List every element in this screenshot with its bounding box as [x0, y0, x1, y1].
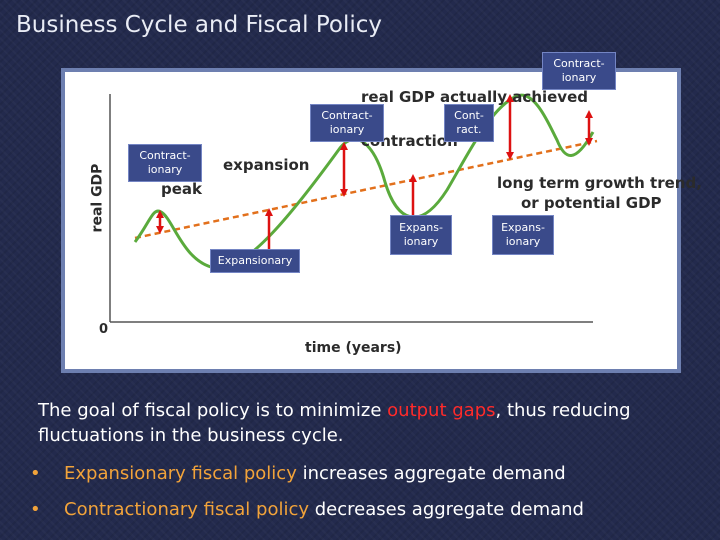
slide-title: Business Cycle and Fiscal Policy — [16, 12, 383, 38]
trend-line — [134, 139, 598, 240]
trend-label-line1: long term growth trend, — [497, 174, 702, 192]
diagram-canvas — [109, 93, 598, 323]
label-expansionary-right: Expans- ionary — [492, 215, 554, 255]
bullet-contractionary: • Contractionary fiscal policy decreases… — [30, 492, 690, 528]
contraction-label: contraction — [361, 132, 458, 150]
bullet-text: decreases aggregate demand — [309, 499, 584, 520]
bullet-marker: • — [30, 499, 41, 520]
label-contractionary-left: Contract- ionary — [128, 144, 202, 182]
actual-gdp-label: real GDP actually achieved — [361, 88, 588, 106]
bullet-text: increases aggregate demand — [296, 463, 566, 484]
goal-text-pre: The goal of fiscal policy is to minimize — [38, 400, 388, 421]
policy-bullet-list: • Expansionary fiscal policy increases a… — [30, 456, 690, 528]
trend-label-line2: or potential GDP — [521, 194, 662, 212]
peak-label: peak — [161, 180, 203, 198]
label-expansionary-low: Expansionary — [210, 249, 300, 273]
x-axis-label: time (years) — [305, 340, 402, 356]
goal-statement: The goal of fiscal policy is to minimize… — [38, 398, 678, 448]
goal-text-post: , thus reducing fluctuations in the busi… — [38, 400, 631, 446]
origin-label: 0 — [99, 322, 109, 337]
label-expansionary-mid: Expans- ionary — [390, 215, 452, 255]
bullet-highlight: Expansionary fiscal policy — [64, 463, 297, 484]
gdp-curve — [133, 93, 595, 270]
goal-text-highlight: output gaps — [387, 400, 496, 421]
label-contractionary-top: Contract- ionary — [542, 52, 616, 90]
label-contractionary-mid: Contract- ionary — [310, 104, 384, 142]
bullet-marker: • — [30, 463, 41, 484]
label-contract-short: Cont- ract. — [444, 104, 494, 142]
y-axis-label: real GDP — [89, 163, 106, 233]
bullet-expansionary: • Expansionary fiscal policy increases a… — [30, 456, 690, 492]
bullet-highlight: Contractionary fiscal policy — [64, 499, 310, 520]
expansion-label: expansion — [223, 156, 310, 174]
